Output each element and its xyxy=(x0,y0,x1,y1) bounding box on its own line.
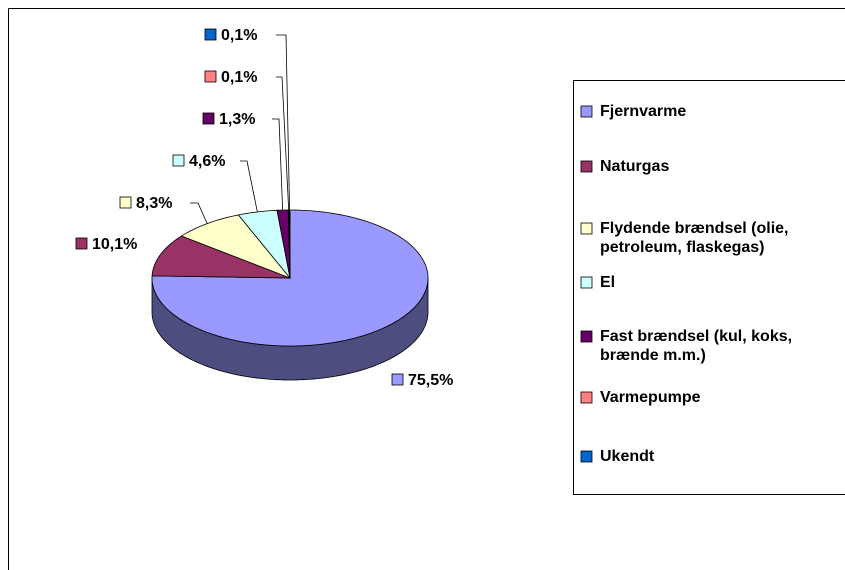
data-label: 0,1% xyxy=(221,27,257,44)
leader-line xyxy=(190,202,208,224)
data-label: 8,3% xyxy=(136,195,172,212)
leader-line xyxy=(240,160,258,213)
label-swatch xyxy=(75,237,88,250)
label-swatch xyxy=(391,373,404,386)
data-label: 4,6% xyxy=(189,153,225,170)
legend-line: brænde m.m.) xyxy=(600,347,706,364)
legend-label: Fast brændsel (kul, koks, brænde m.m.) xyxy=(600,328,792,364)
legend-line: petroleum, flaskegas) xyxy=(600,239,765,256)
leader-line xyxy=(276,76,290,211)
label-swatch xyxy=(119,196,132,209)
legend-swatch xyxy=(580,450,593,463)
legend-label: El xyxy=(600,274,615,291)
legend-line: Flydende brændsel (olie, xyxy=(600,220,788,237)
legend-label: Naturgas xyxy=(600,158,669,175)
pie-slice xyxy=(151,235,291,279)
label-swatch xyxy=(202,112,215,125)
legend-label: Fjernvarme xyxy=(600,103,686,120)
legend-label: Ukendt xyxy=(600,448,655,465)
label-swatch xyxy=(204,70,217,83)
legend-label: Varmepumpe xyxy=(600,389,701,406)
legend-swatch xyxy=(580,276,593,289)
data-label: 1,3% xyxy=(219,111,255,128)
leader-line xyxy=(276,34,290,211)
legend-line: Fast brændsel (kul, koks, xyxy=(600,328,792,345)
leader-line xyxy=(272,118,284,211)
pie-slice xyxy=(237,209,291,279)
legend-swatch xyxy=(580,330,593,343)
label-swatch xyxy=(172,154,185,167)
legend-swatch xyxy=(580,222,593,235)
data-label: 10,1% xyxy=(92,236,137,253)
legend-swatch xyxy=(580,391,593,404)
data-label: 75,5% xyxy=(408,372,453,389)
legend-swatch xyxy=(580,160,593,173)
data-label: 0,1% xyxy=(221,69,257,86)
legend-swatch xyxy=(580,105,593,118)
label-swatch xyxy=(204,28,217,41)
pie-slice xyxy=(180,214,292,279)
legend-label: Flydende brændsel (olie, petroleum, flask… xyxy=(600,220,788,256)
legend-box xyxy=(573,80,845,495)
